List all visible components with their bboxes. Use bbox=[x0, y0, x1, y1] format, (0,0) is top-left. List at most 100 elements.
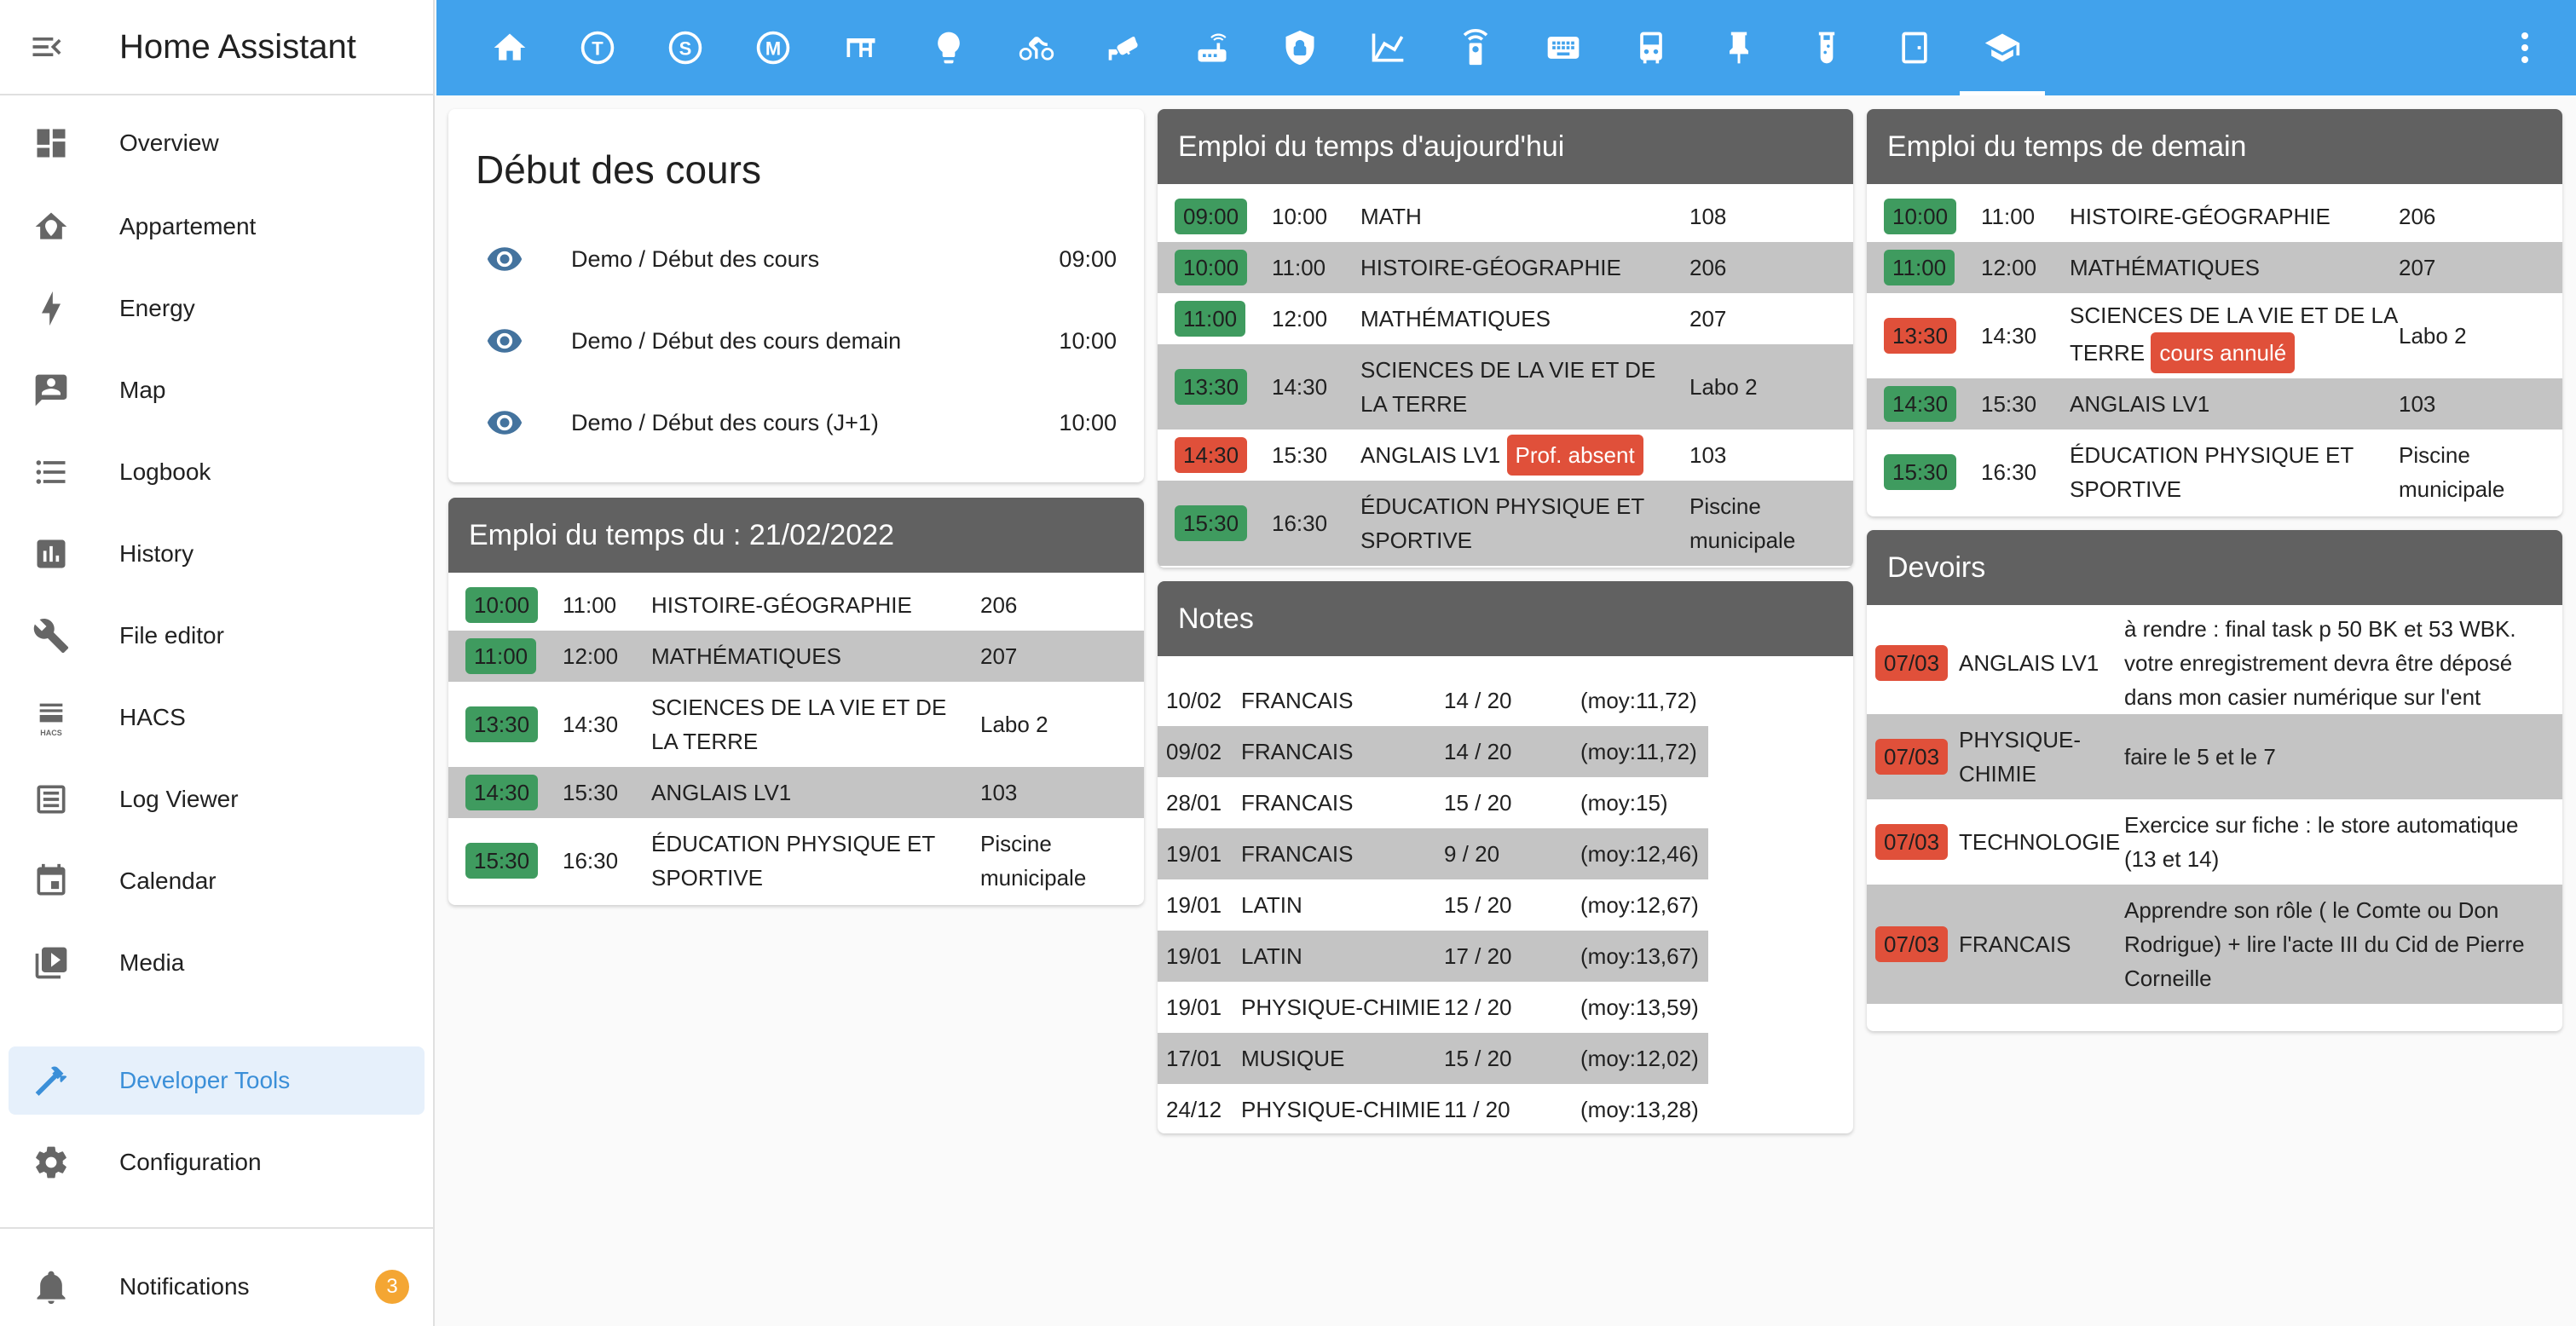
room: Piscine municipale bbox=[2399, 438, 2552, 506]
entity-name: Demo / Début des cours bbox=[571, 245, 820, 272]
start-time-chip: 14:30 bbox=[465, 775, 539, 810]
note-average: (moy:12,02) bbox=[1580, 1046, 1699, 1071]
room: Labo 2 bbox=[2399, 319, 2552, 353]
start-time-chip: 09:00 bbox=[1175, 199, 1248, 234]
sidebar-item-log-viewer[interactable]: Log Viewer bbox=[9, 765, 425, 833]
room: Labo 2 bbox=[980, 707, 1134, 741]
tab-cctv[interactable] bbox=[1082, 0, 1167, 95]
tab-bicycle[interactable] bbox=[994, 0, 1079, 95]
subject: HISTOIRE-GÉOGRAPHIE bbox=[2070, 199, 2402, 233]
note-subject: PHYSIQUE-CHIMIE bbox=[1241, 994, 1441, 1020]
start-time-chip: 11:00 bbox=[1175, 301, 1246, 337]
sidebar-item-map[interactable]: Map bbox=[9, 356, 425, 424]
entity-row[interactable]: Demo / Début des cours 09:00 bbox=[448, 218, 1144, 300]
sidebar-item-label: Media bbox=[119, 949, 185, 976]
room-line: 206 bbox=[980, 592, 1018, 618]
eye-icon bbox=[487, 247, 523, 271]
note-subject: MUSIQUE bbox=[1241, 1046, 1345, 1071]
menu-toggle-button[interactable] bbox=[0, 0, 94, 95]
door-icon bbox=[1902, 32, 1927, 64]
sidebar-item-notifications[interactable]: Notifications 3 bbox=[9, 1253, 425, 1321]
shield-icon bbox=[1285, 30, 1314, 66]
entity-value: 10:00 bbox=[1059, 409, 1117, 435]
devoir-date-chip: 07/03 bbox=[1875, 739, 1949, 775]
tab-home[interactable] bbox=[467, 0, 552, 95]
sidebar-item-appartement[interactable]: Appartement bbox=[9, 193, 425, 261]
robot-icon bbox=[1640, 32, 1662, 64]
tab-remote[interactable] bbox=[1433, 0, 1518, 95]
timetable-row: 10:00 11:00 HISTOIRE-GÉOGRAPHIE 206 bbox=[1158, 242, 1853, 293]
sidebar-item-hacs[interactable]: HACS HACS bbox=[9, 683, 425, 752]
start-time-chip: 13:30 bbox=[1175, 369, 1248, 405]
note-date: 24/12 bbox=[1166, 1097, 1222, 1122]
room: 103 bbox=[1689, 438, 1843, 472]
end-time: 10:00 bbox=[1272, 204, 1328, 229]
sidebar-item-calendar[interactable]: Calendar bbox=[9, 847, 425, 915]
sidebar-item-media[interactable]: Media bbox=[9, 929, 425, 997]
tab-router[interactable] bbox=[1170, 0, 1255, 95]
timetable-row: 13:30 14:30 SCIENCES DE LA VIE ET DE LA T… bbox=[1867, 293, 2562, 378]
sidebar-item-history[interactable]: History bbox=[9, 520, 425, 588]
note-date: 19/01 bbox=[1166, 841, 1222, 867]
note-subject: LATIN bbox=[1241, 892, 1302, 918]
tab-desk[interactable] bbox=[818, 0, 904, 95]
timetable-row: 09:00 10:00 MATH 108 bbox=[1158, 191, 1853, 242]
room: 103 bbox=[980, 775, 1134, 810]
note-row: 10/02 FRANCAIS 14 / 20 (moy:11,72) bbox=[1158, 675, 1708, 726]
lightning-icon bbox=[42, 291, 61, 326]
end-time: 15:30 bbox=[1272, 442, 1328, 468]
sidebar-item-logbook[interactable]: Logbook bbox=[9, 438, 425, 506]
entity-row[interactable]: Demo / Début des cours (J+1) 10:00 bbox=[448, 382, 1144, 464]
note-subject: FRANCAIS bbox=[1241, 841, 1354, 867]
subject-line: ÉDUCATION PHYSIQUE ET bbox=[2070, 442, 2354, 468]
tab-test-tube[interactable] bbox=[1784, 0, 1869, 95]
note-average: (moy:15) bbox=[1580, 790, 1668, 816]
wrench-icon bbox=[33, 619, 69, 654]
end-time: 12:00 bbox=[563, 643, 619, 669]
room: Piscine municipale bbox=[980, 827, 1134, 895]
sidebar-item-file-editor[interactable]: File editor bbox=[9, 602, 425, 670]
sidebar-item-overview[interactable]: Overview bbox=[9, 109, 425, 177]
subject-line: MATH bbox=[1360, 204, 1422, 229]
sidebar-header: Home Assistant bbox=[0, 0, 433, 95]
subject: MATHÉMATIQUES bbox=[651, 639, 984, 673]
sidebar-item-label: Energy bbox=[119, 295, 195, 321]
tab-school[interactable] bbox=[1960, 0, 2045, 95]
room-line: 103 bbox=[2399, 391, 2436, 417]
tab-tab-M[interactable]: M bbox=[731, 0, 816, 95]
tab-tab-S[interactable]: S bbox=[643, 0, 728, 95]
sidebar-item-developer-tools[interactable]: Developer Tools bbox=[9, 1046, 425, 1115]
tab-door[interactable] bbox=[1872, 0, 1957, 95]
tab-keyboard[interactable] bbox=[1521, 0, 1606, 95]
tab-pin[interactable] bbox=[1696, 0, 1782, 95]
note-average: (moy:12,67) bbox=[1580, 892, 1699, 918]
entity-row[interactable]: Demo / Début des cours demain 10:00 bbox=[448, 300, 1144, 382]
circle-m-icon: M bbox=[756, 31, 790, 65]
sidebar-item-energy[interactable]: Energy bbox=[9, 274, 425, 343]
note-subject: PHYSIQUE-CHIMIE bbox=[1241, 1097, 1441, 1122]
note-grade: 15 / 20 bbox=[1444, 790, 1512, 816]
hacs-small-label: HACS bbox=[40, 729, 62, 737]
sidebar-item-label: Logbook bbox=[119, 458, 211, 485]
tab-shield[interactable] bbox=[1257, 0, 1343, 95]
sidebar-item-configuration[interactable]: Configuration bbox=[9, 1128, 425, 1196]
tab-chart[interactable] bbox=[1345, 0, 1430, 95]
tab-tab-T[interactable]: T bbox=[555, 0, 640, 95]
overview-icon bbox=[37, 129, 66, 158]
svg-text:T: T bbox=[592, 37, 604, 59]
end-time: 16:30 bbox=[1981, 459, 2037, 485]
note-row: 09/02 FRANCAIS 14 / 20 (moy:11,72) bbox=[1158, 726, 1708, 777]
entity-value: 09:00 bbox=[1059, 245, 1117, 272]
more-options-button[interactable] bbox=[2508, 31, 2542, 65]
room: Piscine municipale bbox=[1689, 489, 1843, 557]
edt-tomorrow-card: Emploi du temps de demain 10:00 11:00 HI… bbox=[1867, 109, 2562, 516]
devoir-text: à rendre : final task p 50 BK et 53 WBK.… bbox=[2124, 612, 2550, 714]
tab-robot[interactable] bbox=[1609, 0, 1694, 95]
room-line: Piscine bbox=[980, 831, 1052, 856]
tab-lightbulb[interactable] bbox=[906, 0, 991, 95]
status-tag: cours annulé bbox=[2151, 332, 2296, 373]
subject: SCIENCES DE LA VIE ET DE LA TERRE cours a… bbox=[2070, 298, 2402, 373]
map-icon bbox=[35, 374, 67, 406]
card-title: Début des cours bbox=[476, 147, 761, 192]
notifications-badge: 3 bbox=[375, 1270, 409, 1304]
